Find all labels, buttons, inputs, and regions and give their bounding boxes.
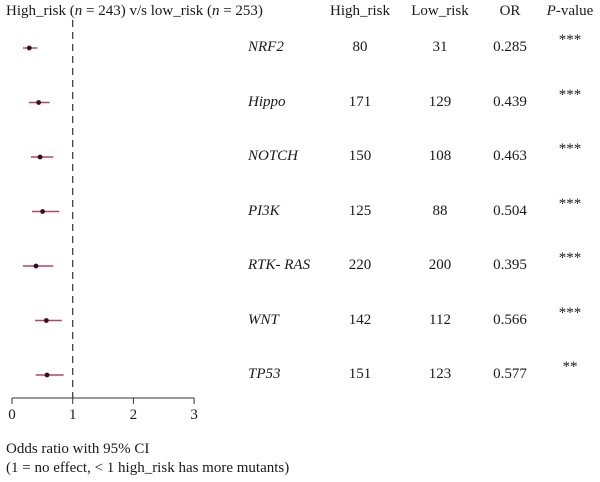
p-value-stars: ** xyxy=(562,359,578,375)
odds-ratio-value: 0.577 xyxy=(493,366,527,382)
low-risk-count: 200 xyxy=(428,257,452,273)
pathway-label: WNT xyxy=(248,311,279,328)
or-point xyxy=(44,372,50,378)
or-point xyxy=(40,209,45,214)
odds-ratio-value: 0.463 xyxy=(493,148,527,164)
low-risk-count: 88 xyxy=(432,202,448,219)
x-axis-label: Odds ratio with 95% CI xyxy=(6,441,150,457)
p-value-stars: *** xyxy=(558,195,582,212)
high-risk-count: 151 xyxy=(348,366,372,382)
high-risk-count: 171 xyxy=(348,93,372,110)
p-value-stars: *** xyxy=(558,141,582,157)
x-axis-note: (1 = no effect, < 1 high_risk has more m… xyxy=(6,460,290,476)
high-risk-count: 142 xyxy=(348,311,372,328)
low-risk-count: 108 xyxy=(428,148,452,164)
pathway-label: Hippo xyxy=(248,93,286,110)
or-point xyxy=(43,318,49,323)
pathway-label: TP53 xyxy=(248,366,281,382)
high-risk-count: 80 xyxy=(352,39,368,55)
column-header-p-value: P-value xyxy=(546,3,594,19)
or-point xyxy=(33,263,39,269)
x-tick-label: 2 xyxy=(130,407,138,423)
p-value-stars: *** xyxy=(558,304,582,321)
odds-ratio-value: 0.395 xyxy=(493,257,527,273)
high-risk-count: 220 xyxy=(348,257,372,273)
pathway-label: NOTCH xyxy=(248,148,299,164)
pathway-label: RTK- RAS xyxy=(248,257,311,273)
or-point xyxy=(37,154,43,160)
p-value-stars: *** xyxy=(558,250,582,266)
column-header-low-risk: Low_risk xyxy=(411,3,469,19)
x-tick-label: 3 xyxy=(190,407,198,423)
x-tick-label: 1 xyxy=(69,407,77,423)
high-risk-count: 150 xyxy=(348,148,372,164)
low-risk-count: 129 xyxy=(428,93,452,110)
or-point xyxy=(26,45,32,51)
low-risk-count: 112 xyxy=(429,311,451,328)
low-risk-count: 31 xyxy=(432,39,448,55)
or-point xyxy=(36,100,42,105)
low-risk-count: 123 xyxy=(428,366,452,382)
p-value-stars: *** xyxy=(558,86,582,103)
high-risk-count: 125 xyxy=(348,202,372,219)
odds-ratio-value: 0.439 xyxy=(493,93,527,110)
column-header-or: OR xyxy=(499,3,521,19)
pathway-label: PI3K xyxy=(248,202,280,219)
x-tick-label: 0 xyxy=(8,407,16,423)
chart-title: High_risk (n = 243) v/s low_risk (n = 25… xyxy=(6,3,263,19)
odds-ratio-value: 0.504 xyxy=(493,202,527,219)
p-value-stars: *** xyxy=(558,32,582,48)
column-header-high-risk: High_risk xyxy=(330,3,390,19)
odds-ratio-value: 0.285 xyxy=(493,39,527,55)
odds-ratio-value: 0.566 xyxy=(493,311,527,328)
pathway-label: NRF2 xyxy=(248,39,284,55)
